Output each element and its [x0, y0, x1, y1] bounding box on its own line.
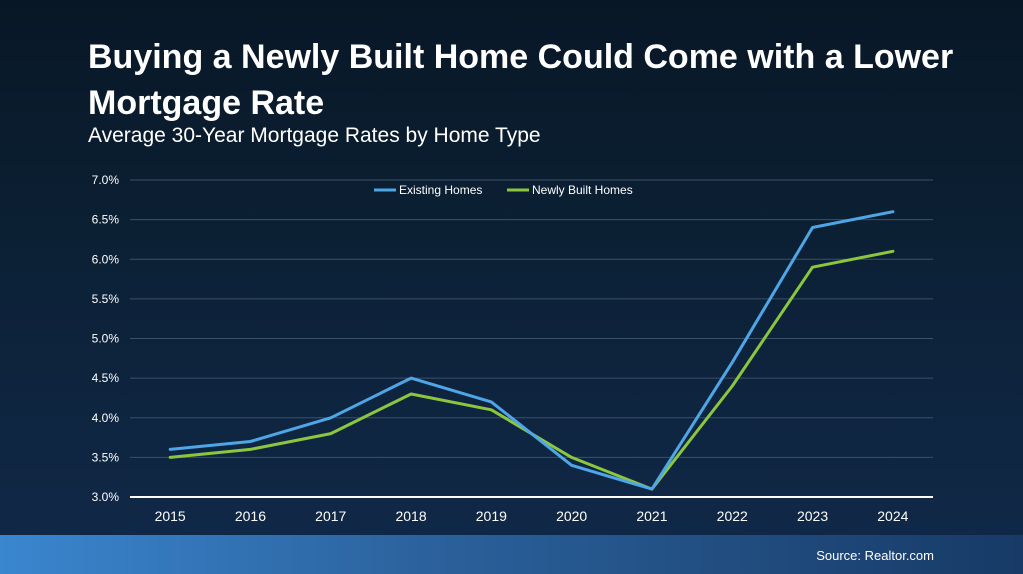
x-tick-label: 2023	[797, 508, 828, 524]
x-tick-label: 2017	[315, 508, 346, 524]
chart-subtitle: Average 30-Year Mortgage Rates by Home T…	[88, 124, 541, 147]
x-tick-label: 2021	[636, 508, 667, 524]
x-tick-label: 2024	[877, 508, 908, 524]
grid-lines	[130, 179, 933, 498]
series-line-newly-built-homes	[168, 249, 895, 491]
legend-label: Newly Built Homes	[532, 183, 633, 197]
y-tick-label: 6.0%	[92, 252, 120, 266]
y-tick-label: 5.0%	[92, 332, 120, 346]
x-tick-label: 2020	[556, 508, 587, 524]
footer-bar: Source: Realtor.com	[0, 535, 1023, 574]
y-tick-label: 6.5%	[92, 213, 120, 227]
series-line-existing-homes	[168, 210, 895, 491]
legend-label: Existing Homes	[399, 183, 482, 197]
y-axis-ticks: 3.0% 3.5% 4.0% 4.5% 5.0% 5.5% 6.0% 6.5% 7.0%	[92, 173, 120, 504]
y-tick-label: 7.0%	[92, 173, 120, 187]
x-tick-label: 2016	[235, 508, 266, 524]
y-tick-label: 4.5%	[92, 371, 120, 385]
legend: Existing Homes Newly Built Homes	[374, 183, 633, 197]
chart-title: Buying a Newly Built Home Could Come wit…	[88, 38, 954, 122]
y-tick-label: 4.0%	[92, 411, 120, 425]
x-tick-label: 2022	[717, 508, 748, 524]
source-label: Source: Realtor.com	[816, 548, 934, 563]
x-tick-label: 2015	[155, 508, 186, 524]
x-axis-ticks: 2015 2016 2017 2018 2019 2020 2021 2022 2023 2024	[155, 508, 909, 524]
x-tick-label: 2019	[476, 508, 507, 524]
x-tick-label: 2018	[395, 508, 426, 524]
y-tick-label: 5.5%	[92, 292, 120, 306]
y-tick-label: 3.5%	[92, 450, 120, 464]
series-lines	[168, 210, 895, 491]
y-tick-label: 3.0%	[92, 490, 120, 504]
